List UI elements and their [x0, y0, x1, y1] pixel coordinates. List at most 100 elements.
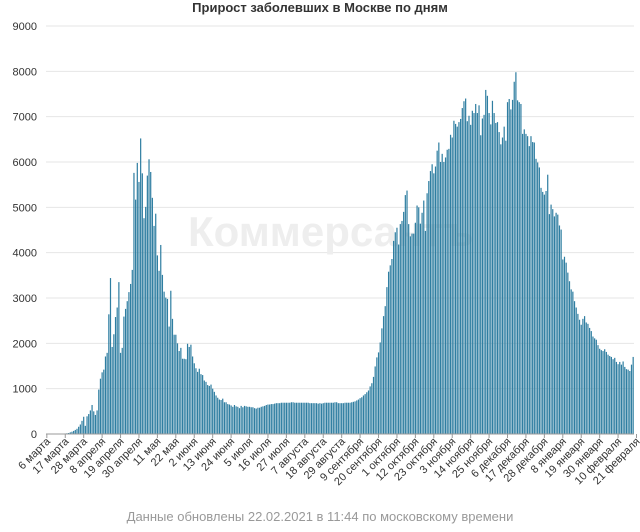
bar [304, 402, 306, 434]
bar [315, 403, 318, 434]
bar [275, 403, 277, 434]
bar [175, 334, 177, 434]
bar [481, 118, 483, 434]
bar [379, 342, 381, 434]
bar [270, 404, 272, 434]
bar [145, 206, 147, 434]
bar [525, 133, 527, 434]
bar [160, 244, 162, 434]
bar [630, 364, 633, 434]
bar [210, 384, 212, 434]
bar [285, 402, 287, 434]
bar [148, 159, 150, 434]
bar [476, 113, 478, 434]
bar [299, 402, 301, 434]
bar [580, 324, 582, 434]
bar [473, 113, 475, 434]
y-tick-label: 2000 [13, 338, 37, 350]
bar [320, 403, 323, 434]
bar [357, 399, 360, 434]
bar [366, 392, 368, 434]
bar [530, 136, 532, 434]
bar [332, 402, 334, 434]
bar [218, 399, 220, 434]
bar [155, 213, 157, 434]
bar [577, 313, 579, 434]
bar [327, 402, 329, 434]
bar [248, 406, 251, 434]
bar [604, 349, 606, 434]
y-tick-label: 0 [31, 429, 37, 441]
bar [451, 137, 453, 434]
bar [223, 402, 226, 434]
bar [123, 316, 125, 434]
bar [326, 402, 328, 434]
bar [119, 352, 122, 434]
bar [605, 351, 607, 434]
bar [460, 118, 462, 435]
bar [461, 108, 463, 435]
bar [94, 414, 97, 434]
bar [426, 193, 428, 434]
bar [384, 306, 386, 434]
bar [225, 402, 227, 434]
bar [79, 424, 81, 434]
bar [290, 402, 293, 434]
bar [93, 411, 95, 434]
bar [150, 171, 152, 434]
bar [478, 105, 480, 434]
bar [398, 244, 400, 434]
bar [508, 98, 510, 435]
bar [324, 402, 326, 434]
bar [542, 191, 544, 434]
y-tick-label: 5000 [13, 202, 37, 214]
bar [73, 430, 75, 434]
bar [202, 375, 204, 434]
bar [351, 402, 353, 434]
bar [99, 378, 102, 434]
bar [207, 385, 209, 434]
bar [609, 356, 611, 434]
bar [389, 265, 391, 434]
bar [503, 126, 505, 434]
bar [186, 343, 189, 434]
bar [165, 297, 167, 434]
bar [319, 403, 321, 434]
bar [235, 406, 237, 434]
bar [394, 232, 396, 434]
bar [222, 398, 224, 434]
bar [505, 140, 507, 434]
bar [158, 270, 160, 434]
bar [297, 402, 299, 434]
bar [567, 272, 569, 434]
bar [347, 402, 349, 434]
bar [612, 359, 614, 434]
bar [109, 278, 112, 434]
bar [215, 395, 217, 434]
bar [294, 402, 296, 434]
bar [416, 205, 418, 434]
bar [269, 404, 271, 434]
bar [126, 301, 128, 434]
bar [495, 123, 497, 434]
bar [387, 271, 390, 434]
bar [600, 350, 602, 434]
bar [138, 181, 140, 434]
bar [470, 124, 472, 434]
bar [161, 274, 164, 434]
bar [428, 181, 430, 434]
bar [568, 281, 571, 434]
y-tick-label: 9000 [13, 21, 37, 33]
bar [572, 291, 574, 434]
bar [183, 358, 185, 434]
bar [533, 142, 535, 434]
bar [592, 336, 594, 434]
bar [292, 402, 294, 434]
watermark-logo: Коммерсантъ [188, 208, 474, 255]
bar [550, 204, 552, 434]
bar [106, 352, 108, 434]
bar [88, 414, 90, 434]
bar [334, 402, 336, 434]
bar [310, 403, 313, 434]
bar [510, 109, 512, 434]
